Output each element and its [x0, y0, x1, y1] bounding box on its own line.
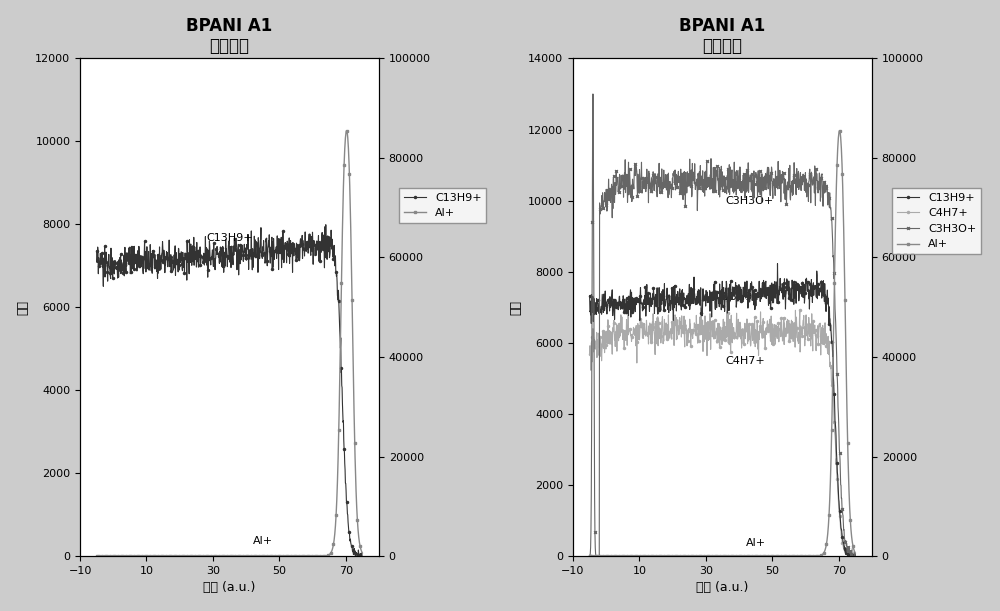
- Legend: C13H9+, C4H7+, C3H3O+, Al+: C13H9+, C4H7+, C3H3O+, Al+: [892, 188, 981, 254]
- Text: C13H9+: C13H9+: [716, 292, 762, 302]
- Text: Al+: Al+: [253, 536, 273, 546]
- X-axis label: 深度 (a.u.): 深度 (a.u.): [203, 581, 256, 595]
- Y-axis label: 强度: 强度: [510, 300, 523, 315]
- Title: BPANI A1
深度剖面: BPANI A1 深度剖面: [679, 16, 766, 56]
- X-axis label: 深度 (a.u.): 深度 (a.u.): [696, 581, 749, 595]
- Text: C4H7+: C4H7+: [726, 356, 766, 366]
- Y-axis label: 强度: 强度: [17, 300, 30, 315]
- Text: C3H3O+: C3H3O+: [726, 196, 774, 206]
- Text: Al+: Al+: [746, 538, 766, 548]
- Title: BPANI A1
深度剖面: BPANI A1 深度剖面: [186, 16, 273, 56]
- Legend: C13H9+, Al+: C13H9+, Al+: [399, 188, 486, 223]
- Text: C13H9+: C13H9+: [206, 233, 253, 243]
